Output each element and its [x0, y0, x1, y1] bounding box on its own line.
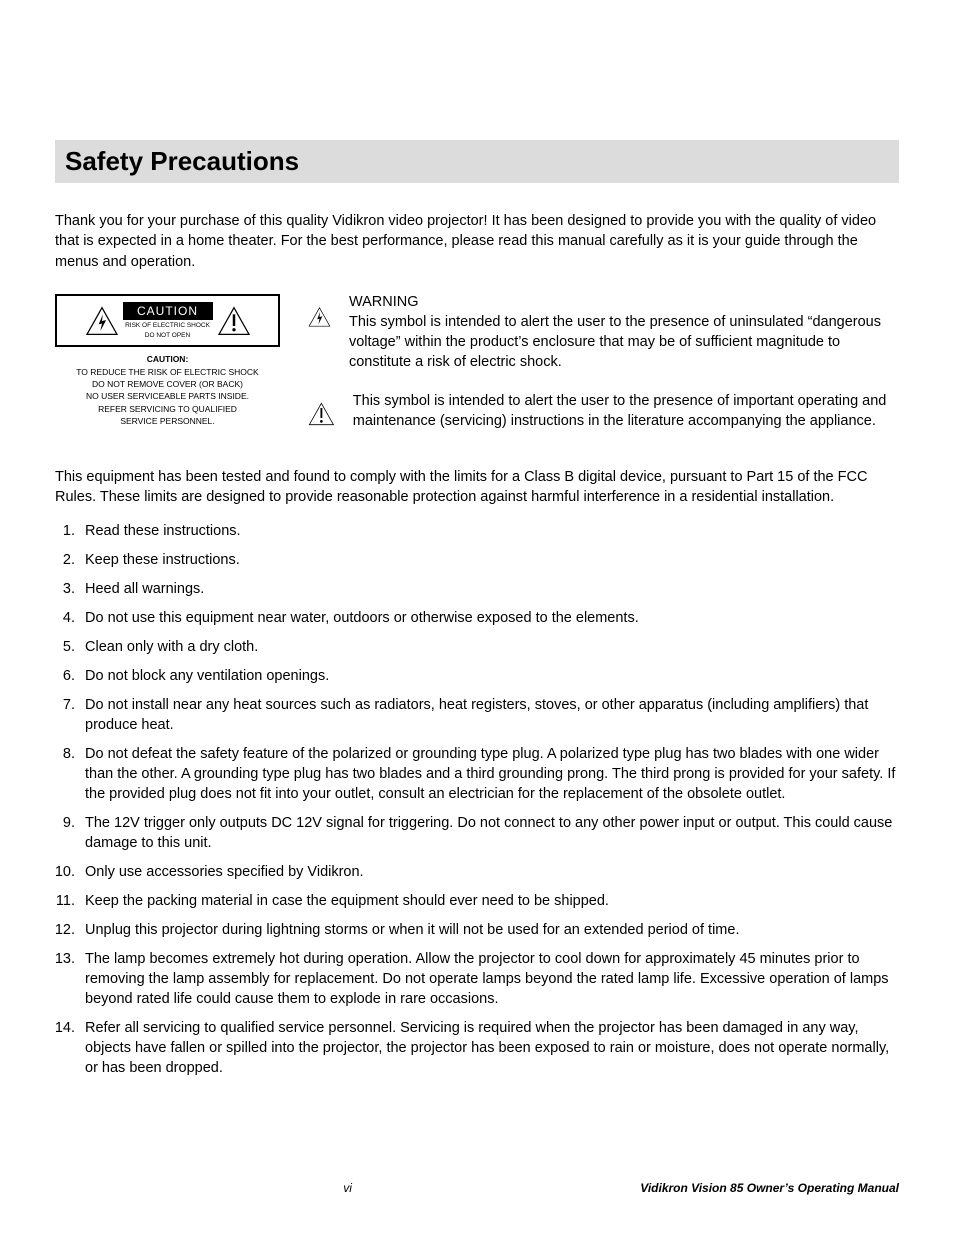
compliance-paragraph: This equipment has been tested and found…: [55, 467, 899, 508]
instruction-item: Refer all servicing to qualified service…: [79, 1018, 899, 1078]
page-footer: vi Vidikron Vision 85 Owner’s Operating …: [55, 1181, 899, 1195]
instruction-item: Keep these instructions.: [79, 550, 899, 570]
warning-header: WARNING: [349, 294, 899, 310]
manual-title: Vidikron Vision 85 Owner’s Operating Man…: [640, 1181, 899, 1195]
section-title: Safety Precautions: [65, 146, 889, 177]
intro-paragraph: Thank you for your purchase of this qual…: [55, 211, 899, 272]
excl-description: This symbol is intended to alert the use…: [353, 391, 899, 432]
caution-bottom-line: NO USER SERVICEABLE PARTS INSIDE.: [61, 390, 274, 402]
bolt-text-block: WARNING This symbol is intended to alert…: [349, 294, 899, 373]
caution-top-panel: CAUTION RISK OF ELECTRIC SHOCK DO NOT OP…: [55, 294, 280, 348]
instruction-item: Clean only with a dry cloth.: [79, 637, 899, 657]
caution-bottom-line: DO NOT REMOVE COVER (OR BACK): [61, 378, 274, 390]
caution-sub1: RISK OF ELECTRIC SHOCK: [125, 322, 210, 330]
caution-bottom-line: TO REDUCE THE RISK OF ELECTRIC SHOCK: [61, 366, 274, 378]
caution-bottom-line: REFER SERVICING TO QUALIFIED: [61, 403, 274, 415]
instruction-item: Unplug this projector during lightning s…: [79, 920, 899, 940]
instruction-item: The lamp becomes extremely hot during op…: [79, 949, 899, 1009]
caution-sub2: DO NOT OPEN: [145, 332, 190, 340]
symbol-descriptions: WARNING This symbol is intended to alert…: [308, 294, 899, 437]
caution-bottom-bold: CAUTION:: [61, 353, 274, 365]
instruction-item: Read these instructions.: [79, 521, 899, 541]
lightning-triangle-icon: [308, 294, 331, 340]
bolt-symbol-row: WARNING This symbol is intended to alert…: [308, 294, 899, 373]
exclamation-triangle-icon: [308, 391, 335, 437]
instruction-item: Do not block any ventilation openings.: [79, 666, 899, 686]
caution-center: CAUTION RISK OF ELECTRIC SHOCK DO NOT OP…: [123, 302, 213, 340]
instruction-item: Heed all warnings.: [79, 579, 899, 599]
caution-label: CAUTION: [123, 302, 213, 320]
symbol-row: CAUTION RISK OF ELECTRIC SHOCK DO NOT OP…: [55, 294, 899, 437]
excl-symbol-row: This symbol is intended to alert the use…: [308, 391, 899, 437]
instruction-item: Do not install near any heat sources suc…: [79, 695, 899, 735]
instruction-item: Do not use this equipment near water, ou…: [79, 608, 899, 628]
section-title-bar: Safety Precautions: [55, 140, 899, 183]
caution-bottom-line: SERVICE PERSONNEL.: [61, 415, 274, 427]
lightning-triangle-icon: [85, 306, 119, 336]
exclamation-triangle-icon: [217, 306, 251, 336]
instruction-item: Only use accessories specified by Vidikr…: [79, 862, 899, 882]
instructions-list: Read these instructions. Keep these instr…: [55, 521, 899, 1078]
caution-bottom-text: CAUTION: TO REDUCE THE RISK OF ELECTRIC …: [55, 347, 280, 427]
instruction-item: The 12V trigger only outputs DC 12V sign…: [79, 813, 899, 853]
caution-box: CAUTION RISK OF ELECTRIC SHOCK DO NOT OP…: [55, 294, 280, 437]
instruction-item: Do not defeat the safety feature of the …: [79, 744, 899, 804]
bolt-description: This symbol is intended to alert the use…: [349, 312, 899, 373]
instruction-item: Keep the packing material in case the eq…: [79, 891, 899, 911]
page-number: vi: [55, 1181, 640, 1195]
